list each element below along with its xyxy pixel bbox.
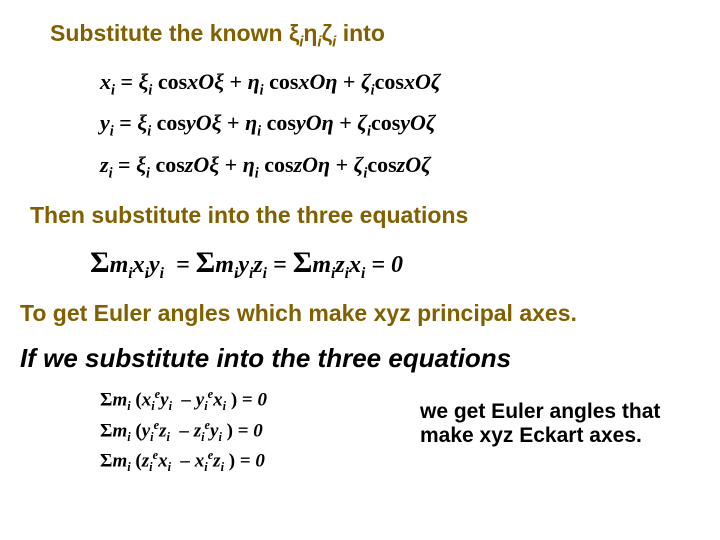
heading-part1: Substitute the known bbox=[50, 20, 289, 46]
sigma-equations: Σmixiyi = Σmiyizi = Σmizixi = 0 bbox=[90, 243, 700, 284]
eckart-right-line1: we get Euler angles that bbox=[420, 400, 660, 423]
eckart-result-text: we get Euler angles that make xyz Eckart… bbox=[420, 386, 660, 448]
eq-y: yi = ξi cosyOξ + ηi cosyOη + ζicosyOζ bbox=[100, 108, 700, 142]
subheading-if-we-substitute: If we substitute into the three equation… bbox=[20, 341, 700, 376]
then-substitute-line: Then substitute into the three equations bbox=[30, 200, 700, 231]
eq-x: xi = ξi cosxOξ + ηi cosxOη + ζicosxOζ bbox=[100, 67, 700, 101]
eckart-equations: Σmi (xieyi – yiexi ) = 0 Σmi (yiezi – zi… bbox=[100, 386, 400, 478]
coordinate-equations: xi = ξi cosxOξ + ηi cosxOη + ζicosxOζ yi… bbox=[100, 67, 700, 184]
eckart-eq-1: Σmi (xieyi – yiexi ) = 0 bbox=[100, 386, 400, 415]
principal-axes-line: To get Euler angles which make xyz princ… bbox=[20, 298, 700, 329]
heading-substitute-known: Substitute the known ξiηiζi into bbox=[50, 18, 700, 53]
heading-known-symbols: ξiηiζi bbox=[289, 20, 336, 46]
eckart-columns: Σmi (xieyi – yiexi ) = 0 Σmi (yiezi – zi… bbox=[20, 386, 700, 478]
eckart-eq-3: Σmi (ziexi – xiezi ) = 0 bbox=[100, 447, 400, 476]
eq-z: zi = ξi coszOξ + ηi coszOη + ζicoszOζ bbox=[100, 150, 700, 184]
eckart-eq-2: Σmi (yiezi – zieyi ) = 0 bbox=[100, 417, 400, 446]
slide-body: Substitute the known ξiηiζi into xi = ξi… bbox=[0, 0, 720, 488]
heading-part2: into bbox=[336, 20, 385, 46]
eckart-right-line2: make xyz Eckart axes. bbox=[420, 424, 642, 447]
